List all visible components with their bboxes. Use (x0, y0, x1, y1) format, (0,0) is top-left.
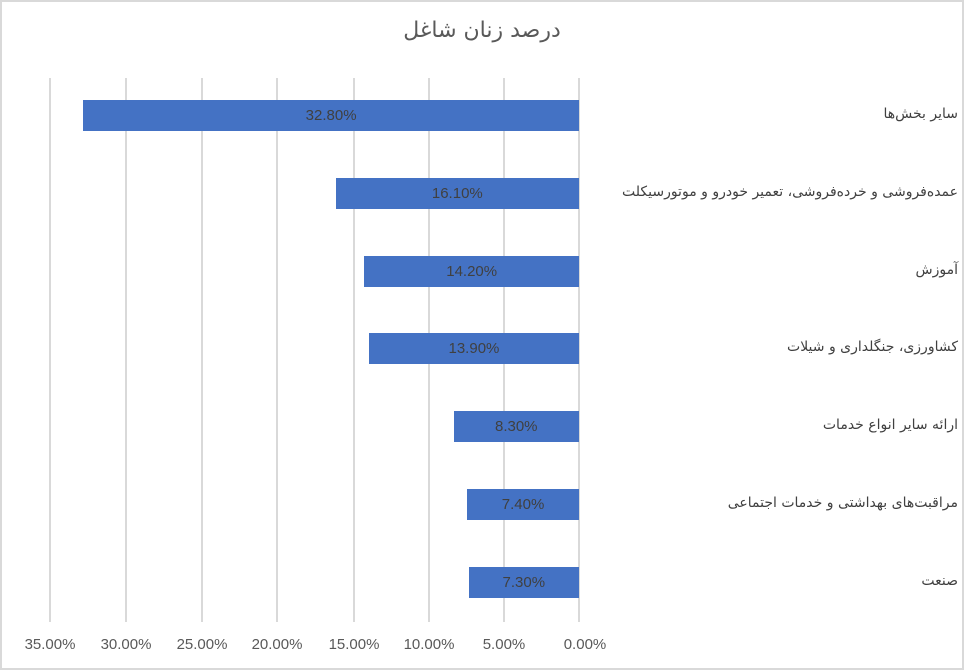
chart-title: درصد زنان شاغل (403, 18, 561, 43)
bar-value-label-1: 16.10% (431, 185, 483, 202)
category-label-5: مراقبت‌های بهداشتی و خدمات اجتماعی (727, 495, 958, 511)
x-tick-label: 15.00% (328, 636, 380, 653)
gridline-15 (353, 78, 355, 622)
bar-value-label-3: 13.90% (448, 340, 500, 357)
gridline-30 (125, 78, 127, 622)
bar-1[interactable] (335, 178, 579, 209)
bar-value-label-6: 7.30% (502, 574, 546, 591)
bar-3[interactable] (368, 333, 579, 364)
gridline-25 (201, 78, 203, 622)
gridline-0 (578, 78, 580, 622)
bar-value-label-5: 7.40% (501, 496, 545, 513)
x-tick-label: 35.00% (24, 636, 76, 653)
x-tick-label: 25.00% (176, 636, 228, 653)
gridline-35 (49, 78, 51, 622)
x-tick-label: 30.00% (100, 636, 152, 653)
category-label-0: سایر بخش‌ها (883, 106, 959, 122)
bar-value-label-0: 32.80% (305, 107, 357, 124)
bar-0[interactable] (83, 100, 579, 131)
category-label-1: عمده‌فروشی و خرده‌فروشی، تعمیر خودرو و م… (622, 184, 958, 200)
category-label-2: آموزش (915, 262, 958, 278)
bar-5[interactable] (467, 489, 579, 520)
category-label-6: صنعت (921, 573, 958, 589)
bar-2[interactable] (364, 256, 579, 287)
category-label-4: ارائه سایر انواع خدمات (822, 417, 958, 433)
gridline-20 (276, 78, 278, 622)
category-label-3: کشاورزی، جنگلداری و شیلات (787, 339, 958, 355)
x-tick-label: 0.00% (563, 636, 607, 653)
x-tick-label: 10.00% (403, 636, 455, 653)
bar-value-label-4: 8.30% (494, 418, 538, 435)
x-tick-label: 20.00% (251, 636, 303, 653)
bar-4[interactable] (453, 411, 579, 442)
bar-value-label-2: 14.20% (446, 263, 498, 280)
x-tick-label: 5.00% (482, 636, 526, 653)
bar-6[interactable] (468, 567, 579, 598)
